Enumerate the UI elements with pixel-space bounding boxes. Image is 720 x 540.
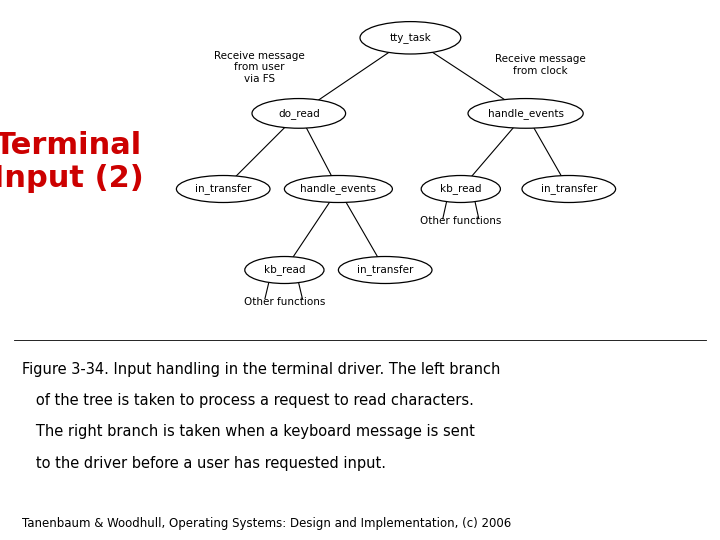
Ellipse shape [176,176,270,202]
Ellipse shape [245,256,324,284]
Text: handle_events: handle_events [487,108,564,119]
Text: Other functions: Other functions [420,217,502,226]
Text: Receive message
from clock: Receive message from clock [495,54,585,76]
Text: to the driver before a user has requested input.: to the driver before a user has requeste… [22,456,386,471]
Text: in_transfer: in_transfer [541,184,597,194]
Text: handle_events: handle_events [300,184,377,194]
Text: Receive message
from user
via FS: Receive message from user via FS [214,51,305,84]
Text: Terminal
Input (2): Terminal Input (2) [0,131,144,193]
Text: of the tree is taken to process a request to read characters.: of the tree is taken to process a reques… [22,393,474,408]
Text: kb_read: kb_read [264,265,305,275]
Ellipse shape [284,176,392,202]
Text: in_transfer: in_transfer [195,184,251,194]
Text: tty_task: tty_task [390,32,431,43]
Text: The right branch is taken when a keyboard message is sent: The right branch is taken when a keyboar… [22,424,474,440]
Text: Tanenbaum & Woodhull, Operating Systems: Design and Implementation, (c) 2006: Tanenbaum & Woodhull, Operating Systems:… [22,517,511,530]
Ellipse shape [360,22,461,54]
Text: kb_read: kb_read [440,184,482,194]
Text: Other functions: Other functions [243,298,325,307]
Ellipse shape [468,98,583,128]
Text: do_read: do_read [278,108,320,119]
Ellipse shape [252,98,346,128]
Ellipse shape [522,176,616,202]
Ellipse shape [338,256,432,284]
Text: in_transfer: in_transfer [357,265,413,275]
Ellipse shape [421,176,500,202]
Text: Figure 3-34. Input handling in the terminal driver. The left branch: Figure 3-34. Input handling in the termi… [22,362,500,377]
